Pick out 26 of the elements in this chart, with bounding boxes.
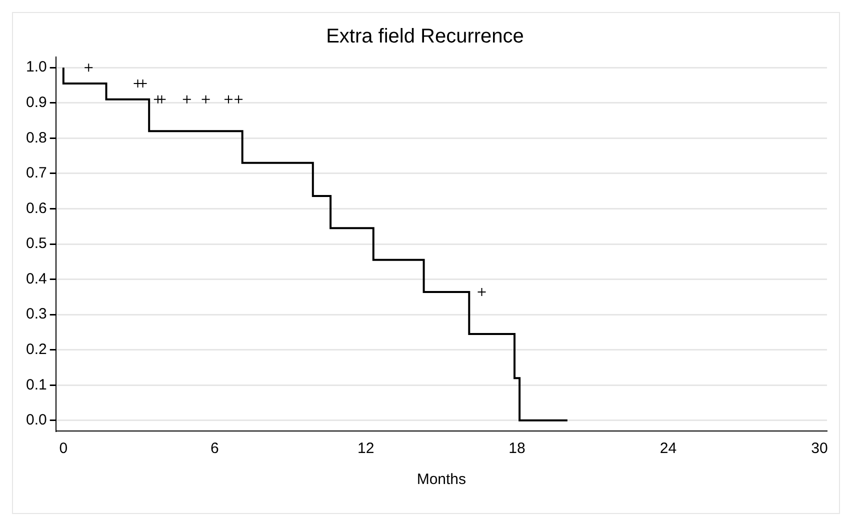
point (234, 94, 244, 104)
x-tick-label: 30 (811, 440, 828, 458)
y-tick-label: 0.0 (26, 412, 47, 429)
point (224, 94, 233, 104)
x-tick-label: 24 (660, 440, 677, 458)
x-tick-label: 18 (508, 440, 526, 458)
y-tick-label: 0.8 (26, 129, 47, 146)
y-tick-label: 1.0 (26, 58, 47, 76)
point (201, 94, 210, 104)
y-tick-label: 0.6 (26, 200, 47, 217)
y-tick-label: 0.7 (26, 164, 47, 182)
y-tick-label: 0.5 (26, 235, 47, 252)
point (477, 287, 486, 296)
x-tick-label: 6 (210, 440, 219, 458)
y-tick-label: 0.4 (26, 270, 47, 288)
y-tick-label: 0.2 (26, 340, 47, 358)
point (182, 94, 192, 104)
x-axis-title: Months (416, 471, 466, 488)
chart-title: Extra field Recurrence (326, 26, 524, 48)
point (84, 63, 94, 72)
y-tick-label: 0.1 (26, 376, 47, 394)
x-tick-label: 12 (357, 440, 374, 458)
y-tick-label: 0.9 (26, 94, 47, 112)
point (157, 94, 166, 104)
y-tick-label: 0.3 (26, 306, 47, 323)
x-tick-label: 0 (59, 440, 68, 458)
